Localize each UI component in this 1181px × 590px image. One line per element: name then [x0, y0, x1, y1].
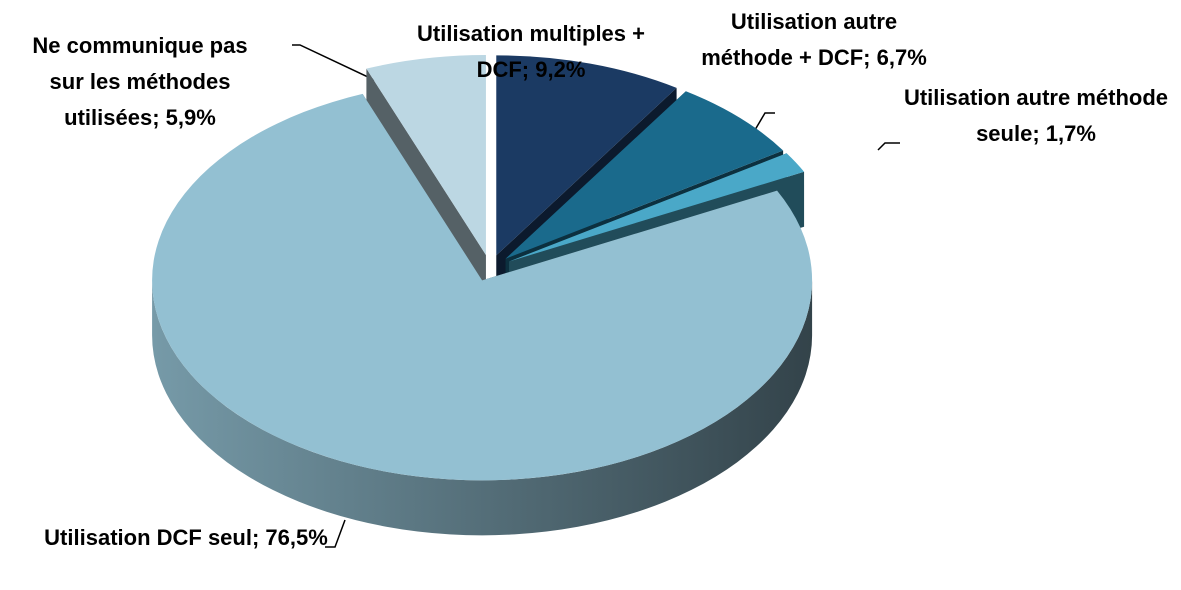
data-label: Utilisation multiples + DCF; 9,2%	[417, 21, 645, 82]
pie-slice	[152, 93, 813, 481]
data-label: Utilisation autre méthode seule; 1,7%	[903, 85, 1169, 146]
data-label: Utilisation DCF seul; 76,5%	[44, 525, 328, 550]
slice-tops	[152, 55, 813, 481]
pie-slice	[496, 55, 677, 256]
pie-slice	[509, 153, 805, 262]
slice-side	[152, 280, 813, 536]
leader-line	[877, 142, 900, 151]
leader-line	[325, 519, 346, 548]
data-label: Utilisation autre méthode + DCF; 6,7%	[701, 9, 927, 70]
leader-line	[751, 112, 775, 136]
data-label: Ne communique pas sur les méthodes utili…	[32, 33, 248, 130]
pie-slice	[366, 55, 486, 256]
pie-slice	[505, 91, 784, 259]
